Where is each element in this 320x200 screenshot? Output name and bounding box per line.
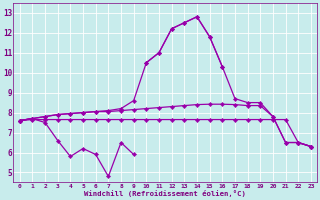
- X-axis label: Windchill (Refroidissement éolien,°C): Windchill (Refroidissement éolien,°C): [84, 190, 246, 197]
